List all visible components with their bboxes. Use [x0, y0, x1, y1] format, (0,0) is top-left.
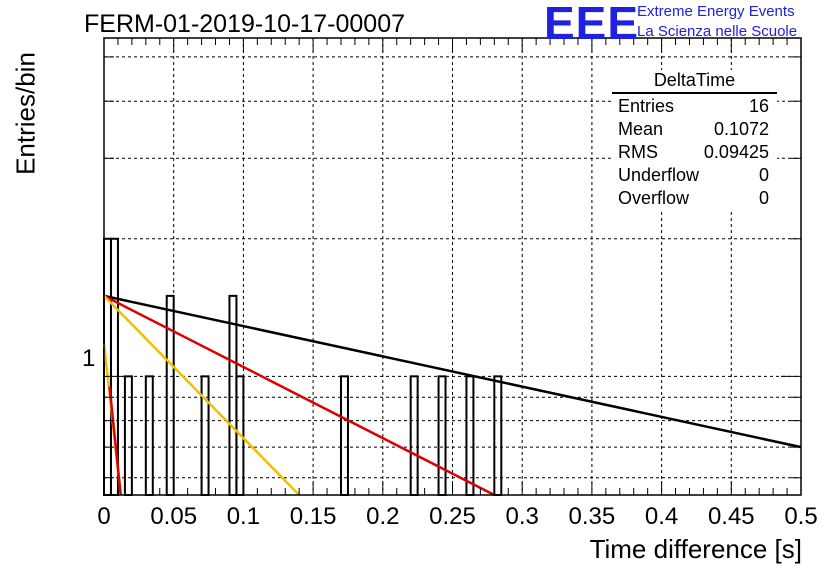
histogram-bin [465, 375, 475, 497]
histogram-bin [228, 294, 238, 496]
x-tick-label: 0.3 [506, 503, 539, 530]
stats-value: 16 [748, 96, 769, 116]
stats-label: Underflow [618, 165, 700, 185]
fit-line [103, 294, 802, 449]
stats-title: DeltaTime [612, 70, 777, 94]
histogram-bin [123, 375, 133, 497]
x-tick-label: 0.45 [708, 503, 755, 530]
stats-label: Mean [618, 119, 664, 139]
stats-value: 0.1072 [713, 119, 769, 139]
x-tick-label: 0.25 [429, 503, 476, 530]
stats-value: 0.09425 [703, 142, 769, 162]
x-tick-label: 0.2 [366, 503, 399, 530]
x-tick-label: 0.1 [227, 503, 260, 530]
x-axis-label: Time difference [s] [589, 534, 802, 564]
fit-lines [102, 294, 802, 497]
x-tick-label: 0.35 [569, 503, 616, 530]
histogram-bin [493, 375, 503, 497]
x-tick-label: 0 [97, 503, 110, 530]
logo-line-1: Extreme Energy Events [637, 3, 795, 20]
histogram-bin [339, 375, 349, 497]
histogram-bin [200, 375, 210, 497]
stats-row-rms: RMS 0.09425 [612, 141, 777, 164]
x-tick-label: 0.05 [150, 503, 197, 530]
logo-line-2: La Scienza nelle Scuole [637, 23, 798, 40]
stats-row-overflow: Overflow 0 [612, 187, 777, 210]
x-tick-label: 0.4 [645, 503, 678, 530]
x-tick-label: 0.15 [290, 503, 337, 530]
histogram-bins [103, 237, 503, 497]
histogram-bin [165, 294, 175, 496]
stats-value: 0 [758, 188, 769, 208]
histogram-bin [437, 375, 447, 497]
x-tick-labels: 0 0.05 0.1 0.15 0.2 0.25 0.3 0.35 0.4 0.45 0.5 [97, 503, 817, 530]
plot-title: FERM-01-2019-10-17-00007 [84, 10, 406, 38]
eee-logo: EEE [544, 0, 640, 49]
fit-line [108, 386, 122, 496]
fit-line [103, 294, 495, 497]
fit-line [103, 294, 301, 496]
x-tick-label: 0.5 [784, 503, 817, 530]
axis-ticks [103, 38, 802, 495]
stats-value: 0 [758, 165, 769, 185]
stats-box: DeltaTime Entries 16 Mean 0.1072 RMS 0.0… [612, 70, 777, 210]
histogram-bin [144, 375, 154, 497]
y-tick-label: 1 [82, 345, 96, 372]
stats-row-underflow: Underflow 0 [612, 164, 777, 187]
stats-row-entries: Entries 16 [612, 95, 777, 118]
histogram-bin [409, 375, 419, 497]
grid-lines [104, 38, 801, 495]
stats-label: RMS [618, 142, 658, 162]
stats-label: Entries [618, 96, 675, 116]
stats-row-mean: Mean 0.1072 [612, 118, 777, 141]
y-axis-label: Entries/bin [10, 52, 41, 175]
stats-label: Overflow [618, 188, 690, 208]
